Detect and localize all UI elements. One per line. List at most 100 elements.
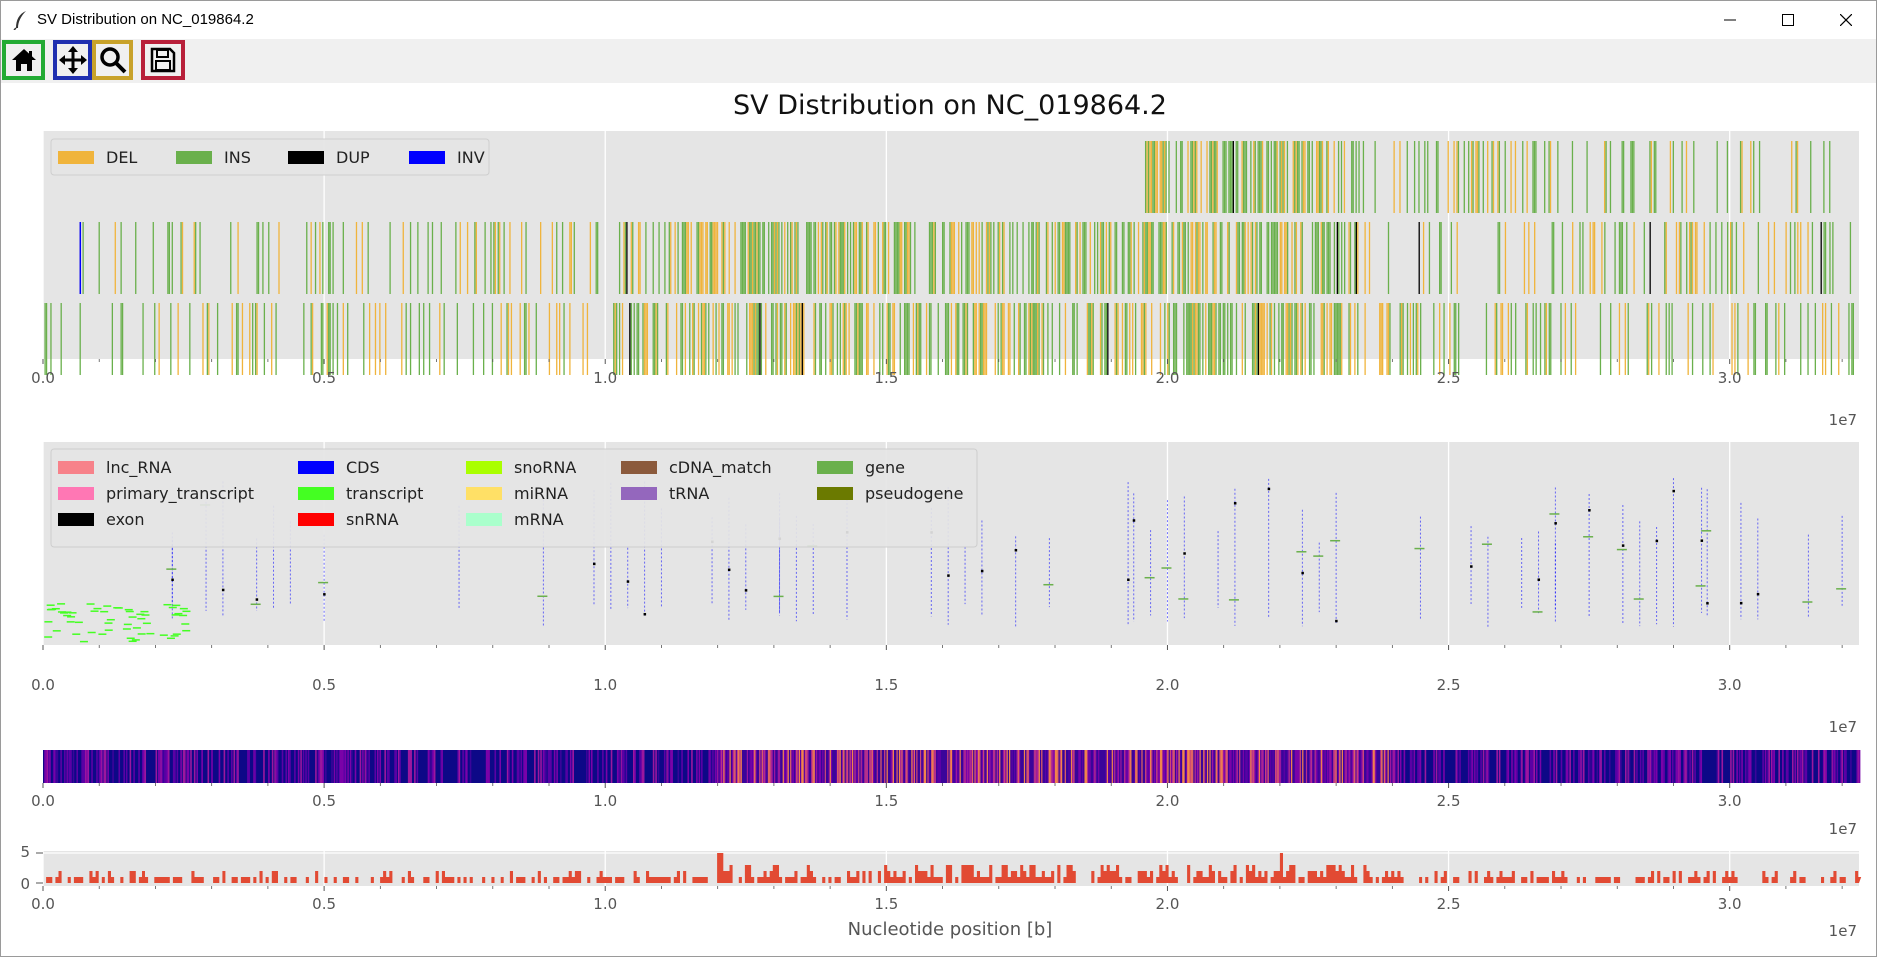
density-cell <box>765 750 767 783</box>
sv-bar <box>1852 303 1855 375</box>
density-cell <box>1220 750 1223 783</box>
density-cell <box>161 750 164 783</box>
density-cell <box>1226 750 1229 783</box>
density-cell <box>54 750 56 783</box>
sv-bar <box>310 303 312 375</box>
sv-bar <box>654 303 656 375</box>
save-button[interactable] <box>141 40 185 80</box>
title-bar: SV Distribution on NC_019864.2 <box>1 1 1876 39</box>
home-button[interactable] <box>2 40 45 80</box>
density-cell <box>395 750 398 783</box>
density-cell <box>953 750 955 783</box>
density-cell <box>1361 750 1364 783</box>
sv-bar <box>1035 222 1037 294</box>
density-cell <box>268 750 270 783</box>
legend-swatch-trna <box>621 487 657 500</box>
sv-bar <box>645 303 647 375</box>
density-cell <box>974 750 976 783</box>
density-cell <box>1251 750 1254 783</box>
sv-bar <box>1175 303 1178 375</box>
sv-bar <box>1424 141 1426 213</box>
sv-bar <box>637 303 640 375</box>
sv-bar <box>734 222 736 294</box>
maximize-button[interactable] <box>1765 1 1811 39</box>
annotation-gene-mark <box>1330 539 1341 542</box>
sv-bar <box>1114 222 1116 294</box>
pan-button[interactable] <box>53 40 92 80</box>
sv-bar <box>814 303 817 375</box>
density-cell <box>1371 750 1374 783</box>
density-cell <box>410 750 412 783</box>
sv-bar <box>1343 222 1346 294</box>
sv-bar <box>98 222 100 294</box>
sv-bar <box>1535 141 1537 213</box>
density-cell <box>1603 750 1606 783</box>
sv-bar <box>121 303 124 375</box>
sv-bar <box>1244 222 1246 294</box>
density-cell <box>889 750 891 783</box>
annotation-transcript-mark <box>123 623 132 626</box>
sv-bar <box>1317 222 1319 294</box>
sv-bar <box>1168 303 1170 375</box>
sv-bar <box>715 222 717 294</box>
sv-bar <box>746 303 748 375</box>
sv-bar <box>781 222 783 294</box>
sv-bar <box>1183 222 1185 294</box>
annotation-gene-mark <box>773 595 784 598</box>
density-cell <box>1223 750 1225 783</box>
density-cell <box>158 750 160 783</box>
sv-bar <box>1731 303 1733 375</box>
density-cell <box>876 750 879 783</box>
sv-legend-frame <box>50 138 490 176</box>
sv-bar <box>405 303 407 375</box>
sv-bar <box>1753 303 1755 375</box>
density-cell <box>738 750 740 783</box>
zoom-button[interactable] <box>92 40 133 80</box>
sv-bar <box>787 222 789 294</box>
density-cell <box>1121 750 1124 783</box>
sv-bar <box>1849 222 1852 294</box>
sv-bar <box>257 222 260 294</box>
density-cell <box>1655 750 1658 783</box>
annotation-gene-mark <box>1802 601 1813 603</box>
sv-bar <box>1263 303 1265 375</box>
density-cell <box>1109 750 1111 783</box>
sv-bar <box>1028 303 1030 375</box>
sv-bar <box>895 222 897 294</box>
density-cell <box>81 750 83 783</box>
sv-bar <box>1721 222 1723 294</box>
sv-bar <box>389 222 391 294</box>
density-cell <box>918 750 921 783</box>
density-cell <box>107 750 109 783</box>
sv-bar <box>1476 141 1479 213</box>
legend-swatch-transcript <box>298 487 334 500</box>
density-cell <box>1367 750 1370 783</box>
sv-bar <box>500 303 502 375</box>
density-cell <box>1195 750 1198 783</box>
sv-bar <box>1181 222 1184 294</box>
density-cell <box>1599 750 1601 783</box>
sv-bar <box>861 303 863 375</box>
density-cell <box>1378 750 1381 783</box>
density-cell <box>1182 750 1184 783</box>
density-cell <box>698 750 701 783</box>
density-cell <box>749 750 751 783</box>
sv-bar <box>817 222 820 294</box>
sv-tracks-panel[interactable]: 0.0 0.5 1.0 1.5 2.0 2.5 3.0 1e7 DEL INS DUP INV <box>31 131 1859 429</box>
density-cell <box>1107 750 1110 783</box>
minimize-button[interactable] <box>1707 1 1753 39</box>
count-panel[interactable]: 0.0 0.5 1.0 1.5 2.0 2.5 3.0 5 0 1e7 Nucleotide… <box>20 843 1862 940</box>
density-cell <box>1749 750 1752 783</box>
sv-bar <box>1202 222 1204 294</box>
annotation-panel[interactable]: 0.0 0.5 1.0 1.5 2.0 2.5 3.0 1e7 lnc_RNAprimary… <box>31 442 1859 736</box>
sv-bar <box>972 303 975 375</box>
sv-bar <box>1079 222 1081 294</box>
annotation-exon-mark <box>255 598 259 601</box>
density-cell <box>1333 750 1335 783</box>
density-cell <box>432 750 435 783</box>
density-cell <box>860 750 863 783</box>
sv-bar <box>1253 141 1255 213</box>
sv-bar <box>1091 303 1093 375</box>
density-panel[interactable]: 0.0 0.5 1.0 1.5 2.0 2.5 3.0 1e7 <box>31 750 1861 838</box>
close-button[interactable] <box>1823 1 1869 39</box>
